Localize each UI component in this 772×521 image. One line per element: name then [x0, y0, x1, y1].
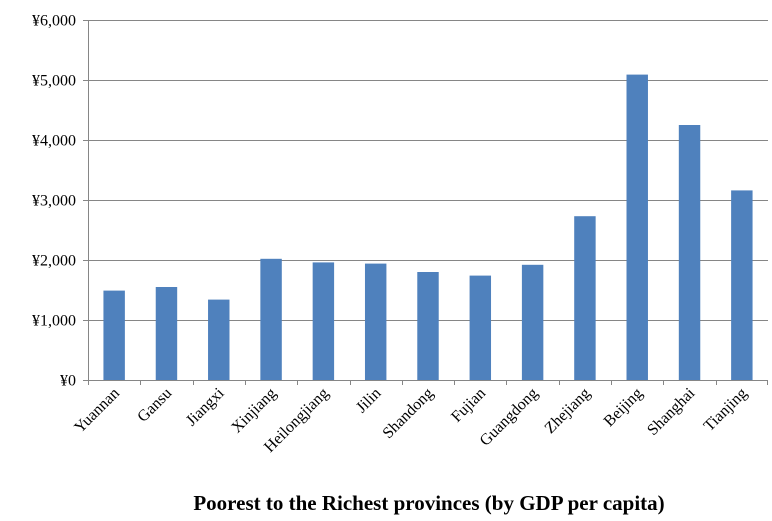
bar-heilongjiang — [312, 262, 335, 380]
y-tick-label: ¥6,000 — [32, 13, 76, 30]
x-tick-label: Jiangxi — [183, 384, 228, 429]
y-tick-label: ¥1,000 — [32, 313, 76, 330]
x-tick-label: Zhejiang — [542, 385, 594, 437]
y-tick-label: ¥0 — [60, 373, 76, 390]
y-tick-label: ¥4,000 — [32, 133, 76, 150]
y-tick-label: ¥2,000 — [32, 253, 76, 270]
x-tick-label: Fujian — [448, 385, 489, 426]
bar-tianjing — [731, 190, 753, 380]
bar-shanghai — [678, 125, 701, 380]
bar-gansu — [155, 287, 178, 380]
bar-guangdong — [521, 264, 544, 380]
bar-xinjiang — [260, 258, 282, 380]
bar-jiangxi — [208, 299, 230, 380]
bars — [103, 74, 753, 380]
y-tick-labels: ¥0 ¥1,000 ¥2,000 ¥3,000 ¥4,000 ¥5,000 ¥6,000 — [32, 13, 76, 390]
x-tick-label: Jilin — [353, 385, 385, 417]
bar-shandong — [417, 272, 439, 380]
bar-beijing — [626, 74, 648, 380]
bar-fujian — [469, 275, 492, 380]
x-tick-label: Gansu — [134, 385, 175, 426]
gridlines — [83, 20, 768, 381]
x-tick-label: Shanghai — [644, 384, 699, 439]
bar-yuannan — [103, 290, 125, 380]
x-tick-label: Beijing — [601, 385, 646, 430]
bar-zhejiang — [574, 216, 596, 380]
x-tick-label: Yuannan — [71, 385, 123, 437]
x-axis-title: Poorest to the Richest provinces (by GDP… — [193, 491, 664, 515]
y-tick-label: ¥3,000 — [32, 193, 76, 210]
y-tick-label: ¥5,000 — [32, 73, 76, 90]
x-tick-label: Tianjing — [701, 385, 751, 435]
x-tick-label: Shandong — [380, 385, 437, 442]
x-tick-label: Xinjiang — [228, 385, 280, 437]
bar-jilin — [364, 263, 387, 380]
axes — [88, 20, 768, 385]
